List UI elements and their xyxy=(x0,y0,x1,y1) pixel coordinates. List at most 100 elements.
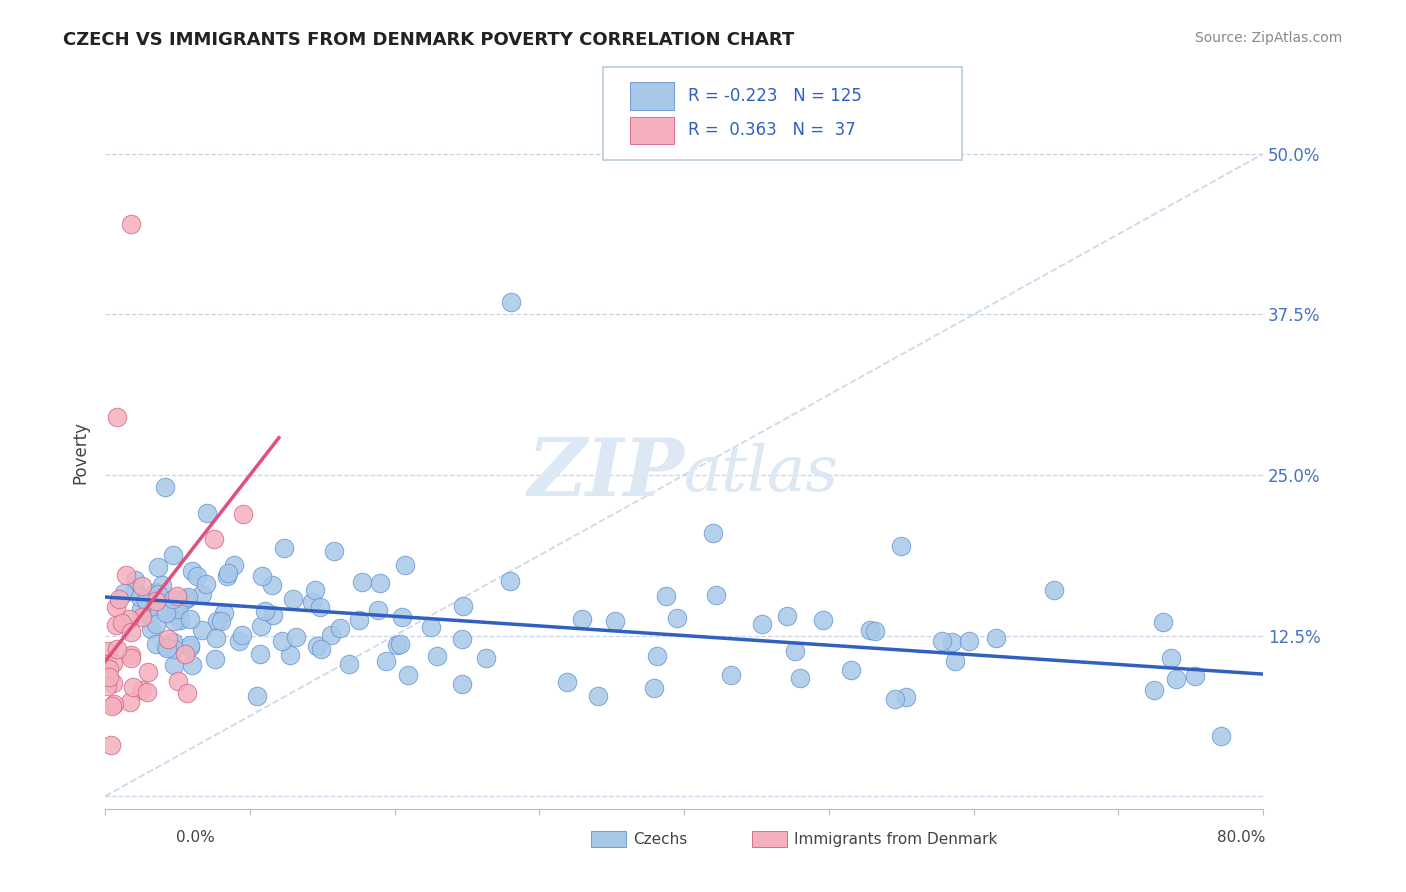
Point xyxy=(643,681,665,695)
Point xyxy=(165,602,187,616)
Point xyxy=(101,676,124,690)
Point xyxy=(105,641,128,656)
Point xyxy=(153,480,176,494)
Point xyxy=(174,591,197,606)
Point xyxy=(1209,729,1232,743)
Point xyxy=(96,644,118,658)
Point xyxy=(209,614,232,628)
FancyBboxPatch shape xyxy=(603,68,962,161)
Point xyxy=(195,506,218,520)
FancyBboxPatch shape xyxy=(630,82,673,110)
Point xyxy=(271,633,294,648)
Point xyxy=(173,648,195,662)
Point xyxy=(145,585,167,599)
Point xyxy=(945,654,967,668)
Point xyxy=(120,695,142,709)
Point xyxy=(205,631,228,645)
Point xyxy=(153,639,176,653)
Point xyxy=(339,657,361,671)
Point xyxy=(146,602,169,616)
Point xyxy=(603,614,626,628)
Point xyxy=(129,591,152,605)
Point xyxy=(655,589,678,603)
Point xyxy=(262,607,284,622)
Point xyxy=(305,639,328,653)
Point xyxy=(163,657,186,672)
Point xyxy=(451,632,474,646)
Point xyxy=(839,663,862,677)
Point xyxy=(367,603,389,617)
Point xyxy=(586,690,609,704)
Point xyxy=(785,644,807,658)
Point xyxy=(167,602,190,616)
Point xyxy=(499,294,522,309)
Point xyxy=(1184,669,1206,683)
Point xyxy=(319,628,342,642)
Point xyxy=(120,651,142,665)
Point xyxy=(704,588,727,602)
Point xyxy=(191,587,214,601)
Text: 0.0%: 0.0% xyxy=(176,830,215,845)
Point xyxy=(811,614,834,628)
Point xyxy=(474,650,496,665)
Point xyxy=(215,569,238,583)
Point xyxy=(169,613,191,627)
Point xyxy=(124,574,146,588)
Point xyxy=(350,574,373,589)
Point xyxy=(205,614,228,628)
Point xyxy=(391,610,413,624)
Point xyxy=(98,662,121,676)
Point xyxy=(96,657,118,671)
Point xyxy=(232,507,254,521)
Point xyxy=(499,574,522,588)
Point xyxy=(145,617,167,632)
Point xyxy=(890,539,912,553)
Point xyxy=(120,624,142,639)
Point xyxy=(112,585,135,599)
Point xyxy=(98,670,121,684)
Point xyxy=(451,677,474,691)
Text: atlas: atlas xyxy=(685,443,839,505)
Point xyxy=(145,594,167,608)
Point xyxy=(146,587,169,601)
Point xyxy=(105,600,128,615)
Point xyxy=(179,612,201,626)
Point xyxy=(751,616,773,631)
Point xyxy=(720,667,742,681)
Y-axis label: Poverty: Poverty xyxy=(72,421,89,484)
Point xyxy=(385,638,408,652)
Point xyxy=(1042,582,1064,597)
Point xyxy=(120,648,142,663)
Point xyxy=(101,699,124,714)
Point xyxy=(191,623,214,637)
Point xyxy=(262,578,284,592)
Point xyxy=(1143,683,1166,698)
Point xyxy=(666,610,689,624)
Point xyxy=(253,604,276,618)
Point xyxy=(166,589,188,603)
FancyBboxPatch shape xyxy=(630,117,673,144)
Point xyxy=(775,608,797,623)
Point xyxy=(114,568,136,582)
Point xyxy=(156,641,179,656)
Point xyxy=(174,592,197,607)
Point xyxy=(329,621,352,635)
Point xyxy=(420,620,443,634)
Point xyxy=(166,673,188,688)
Point xyxy=(179,638,201,652)
Point xyxy=(139,623,162,637)
Point xyxy=(136,600,159,615)
Point xyxy=(249,647,271,661)
Point xyxy=(135,684,157,698)
Point xyxy=(986,631,1008,645)
Point xyxy=(1152,615,1174,629)
Point xyxy=(702,525,724,540)
Point xyxy=(194,577,217,591)
Point xyxy=(252,568,274,582)
Point xyxy=(156,632,179,647)
Point xyxy=(859,623,882,637)
Point xyxy=(645,649,668,664)
Point xyxy=(388,637,411,651)
Point xyxy=(136,665,159,680)
Point xyxy=(218,566,240,580)
